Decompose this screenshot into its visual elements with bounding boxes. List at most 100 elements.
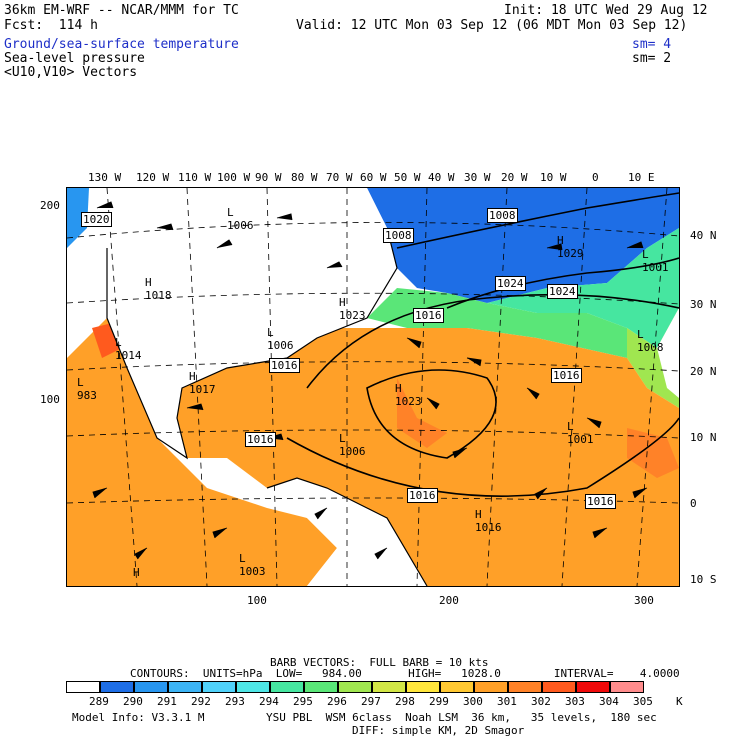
isobar-label: 1016 bbox=[245, 432, 276, 447]
lon-label: 50 W bbox=[394, 171, 421, 184]
colorbar-swatch bbox=[372, 681, 406, 693]
lon-label: 70 W bbox=[326, 171, 353, 184]
grid-x-label: 100 bbox=[247, 594, 267, 607]
lat-label: 40 N bbox=[690, 229, 717, 242]
colorbar-unit: K bbox=[676, 695, 683, 708]
pressure-center: L 1001 bbox=[567, 420, 594, 446]
lon-label: 130 W bbox=[88, 171, 122, 184]
valid-time: Valid: 12 UTC Mon 03 Sep 12 (06 MDT Mon … bbox=[296, 18, 688, 33]
pressure-center: H 1018 bbox=[145, 276, 172, 302]
colorbar-swatch bbox=[270, 681, 304, 693]
model-info: Model Info: V3.3.1 M bbox=[72, 711, 205, 724]
lon-label: 0 bbox=[592, 171, 599, 184]
barb-legend: BARB VECTORS: FULL BARB = 10 kts bbox=[270, 656, 489, 669]
colorbar-label: 301 bbox=[497, 695, 517, 708]
pressure-center: L 1006 bbox=[227, 206, 254, 232]
grid-x-label: 200 bbox=[439, 594, 459, 607]
lat-label: 10 N bbox=[690, 431, 717, 444]
colorbar-label: 298 bbox=[395, 695, 415, 708]
colorbar-label: 294 bbox=[259, 695, 279, 708]
isobar-label: 1024 bbox=[547, 284, 578, 299]
colorbar-label: 304 bbox=[599, 695, 619, 708]
colorbar-label: 289 bbox=[89, 695, 109, 708]
lon-label: 110 W bbox=[178, 171, 212, 184]
coastline bbox=[106, 227, 398, 460]
isobar-label: 1016 bbox=[413, 308, 444, 323]
isobar-label: 1016 bbox=[269, 358, 300, 373]
colorbar-label: 296 bbox=[327, 695, 347, 708]
field-slp-sm: sm= 2 bbox=[632, 51, 672, 66]
isobar-label: 1016 bbox=[585, 494, 616, 509]
lon-label: 30 W bbox=[464, 171, 491, 184]
colorbar-swatch bbox=[440, 681, 474, 693]
grid-y-label: 200 bbox=[40, 199, 60, 212]
lat-label: 10 S bbox=[690, 573, 717, 586]
lat-label: 20 N bbox=[690, 365, 717, 378]
pressure-center: L 1014 bbox=[115, 336, 142, 362]
sst-mid-region bbox=[367, 288, 627, 358]
colorbar-swatch bbox=[576, 681, 610, 693]
sst-mid-region bbox=[487, 228, 679, 348]
lat-label: 30 N bbox=[690, 298, 717, 311]
weather-map: L 1006 H 1018 L 1014 L 983 H 1017 H 1023 L 1006… bbox=[66, 187, 680, 587]
colorbar-swatch bbox=[304, 681, 338, 693]
pressure-center: H 1029 bbox=[557, 234, 584, 260]
lon-label: 10 W bbox=[540, 171, 567, 184]
contour-legend: CONTOURS: UNITS=hPa LOW= 984.00 HIGH= 10… bbox=[130, 667, 680, 680]
colorbar-label: 295 bbox=[293, 695, 313, 708]
isobar-label: 1016 bbox=[551, 368, 582, 383]
colorbar-label: 302 bbox=[531, 695, 551, 708]
grid-y-label: 100 bbox=[40, 393, 60, 406]
isobars bbox=[286, 192, 679, 497]
lon-label: 10 E bbox=[628, 171, 655, 184]
colorbar-swatch bbox=[134, 681, 168, 693]
pressure-center: L 1006 bbox=[339, 432, 366, 458]
pressure-center: L 1008 bbox=[637, 328, 664, 354]
sst-cold-region bbox=[367, 188, 679, 303]
lat-label: 0 bbox=[690, 497, 697, 510]
isobar-label: 1008 bbox=[383, 228, 414, 243]
map-canvas bbox=[67, 188, 679, 586]
lon-label: 20 W bbox=[501, 171, 528, 184]
colorbar-swatch bbox=[542, 681, 576, 693]
isobar-label: 1008 bbox=[487, 208, 518, 223]
pressure-center: H 1016 bbox=[475, 508, 502, 534]
colorbar-label: 305 bbox=[633, 695, 653, 708]
north-america-land bbox=[107, 188, 397, 458]
africa-land bbox=[657, 308, 679, 398]
colorbar-label: 300 bbox=[463, 695, 483, 708]
pressure-center: L 1006 bbox=[267, 326, 294, 352]
field-sst-name: Ground/sea-surface temperature bbox=[4, 37, 239, 52]
colorbar-label: 297 bbox=[361, 695, 381, 708]
grid-x-label: 300 bbox=[634, 594, 654, 607]
colorbar-swatch bbox=[236, 681, 270, 693]
lon-label: 100 W bbox=[217, 171, 251, 184]
colorbar-label: 299 bbox=[429, 695, 449, 708]
sst-pacific-region bbox=[67, 318, 337, 586]
forecast-hour: Fcst: 114 h bbox=[4, 18, 98, 33]
lon-label: 120 W bbox=[136, 171, 170, 184]
pressure-center: L 1001 bbox=[642, 248, 669, 274]
colorbar-swatch bbox=[338, 681, 372, 693]
field-slp-name: Sea-level pressure bbox=[4, 51, 145, 66]
lon-label: 40 W bbox=[428, 171, 455, 184]
pressure-center: H 1023 bbox=[395, 382, 422, 408]
colorbar-label: 292 bbox=[191, 695, 211, 708]
colorbar-swatch bbox=[100, 681, 134, 693]
field-vectors-name: <U10,V10> Vectors bbox=[4, 65, 138, 80]
isobar-label: 1020 bbox=[81, 212, 112, 227]
colorbar-label: 303 bbox=[565, 695, 585, 708]
field-sst-sm: sm= 4 bbox=[632, 37, 672, 52]
lon-label: 60 W bbox=[360, 171, 387, 184]
colorbar-label: 291 bbox=[157, 695, 177, 708]
colorbar-swatch bbox=[406, 681, 440, 693]
colorbar-swatch bbox=[202, 681, 236, 693]
colorbar-swatch bbox=[508, 681, 542, 693]
isobar-label: 1024 bbox=[495, 276, 526, 291]
init-time: Init: 18 UTC Wed 29 Aug 12 bbox=[504, 3, 708, 18]
colorbar-swatch bbox=[66, 681, 100, 693]
sst-hot-region bbox=[627, 428, 679, 478]
colorbar-label: 290 bbox=[123, 695, 143, 708]
isobar-label: 1016 bbox=[407, 488, 438, 503]
sst-tropical-region bbox=[177, 328, 679, 586]
